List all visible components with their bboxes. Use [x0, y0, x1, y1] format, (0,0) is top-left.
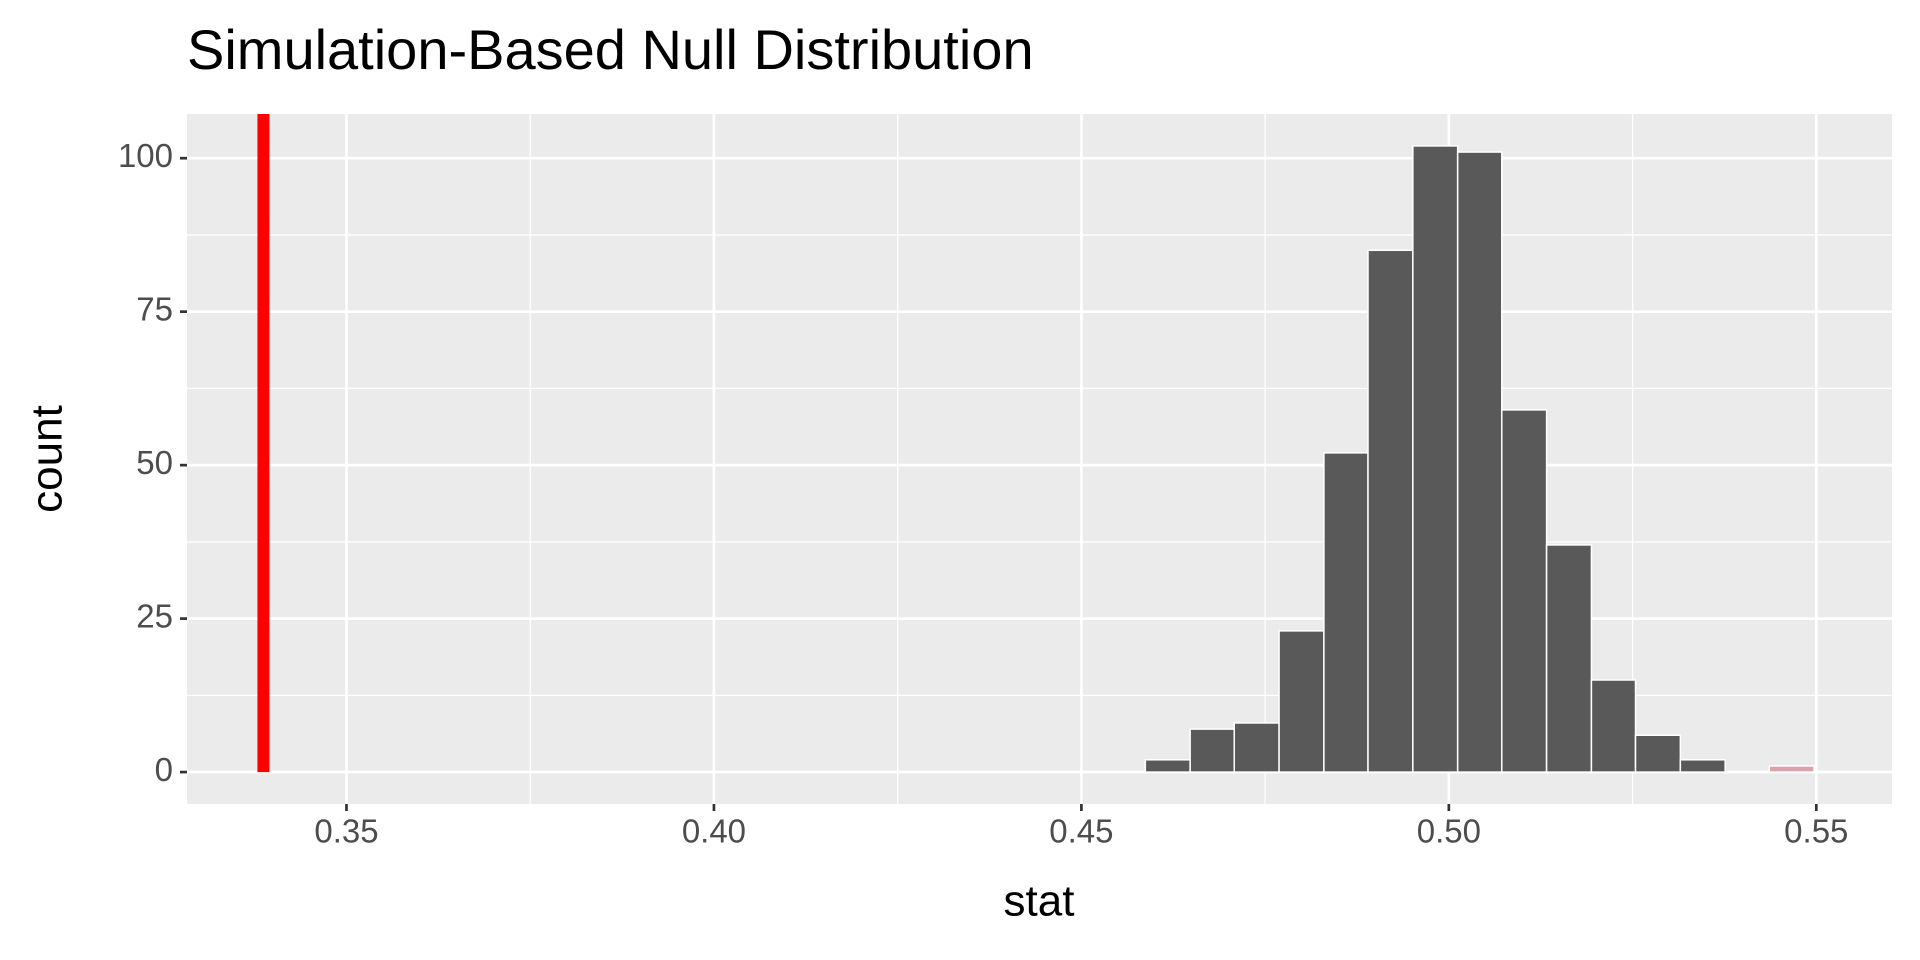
bar — [1768, 765, 1815, 773]
bar — [1679, 759, 1726, 773]
y-tick-label: 25 — [136, 597, 173, 634]
x-tick-label: 0.55 — [1784, 813, 1848, 850]
x-tick-label: 0.45 — [1049, 813, 1113, 850]
y-axis-title: count — [23, 405, 72, 513]
x-tick-label: 0.50 — [1417, 813, 1481, 850]
y-tick-label: 0 — [155, 751, 173, 788]
bar — [1367, 249, 1414, 773]
bar — [1144, 759, 1191, 773]
bar — [1456, 151, 1503, 773]
x-tick-label: 0.35 — [314, 813, 378, 850]
chart-title: Simulation-Based Null Distribution — [187, 18, 1034, 81]
bar — [1323, 452, 1369, 773]
bar — [1545, 544, 1593, 773]
bar — [1189, 728, 1236, 773]
y-tick-label: 75 — [136, 290, 173, 327]
x-axis-title: stat — [1004, 877, 1075, 926]
y-tick-label: 50 — [136, 444, 173, 481]
x-tick-label: 0.40 — [682, 813, 746, 850]
bar — [1233, 722, 1280, 773]
y-tick-label: 100 — [118, 137, 173, 174]
bar — [1412, 145, 1459, 773]
bar — [1590, 679, 1637, 773]
bar — [1278, 630, 1325, 773]
bar — [1501, 409, 1548, 773]
bar — [1634, 734, 1682, 773]
